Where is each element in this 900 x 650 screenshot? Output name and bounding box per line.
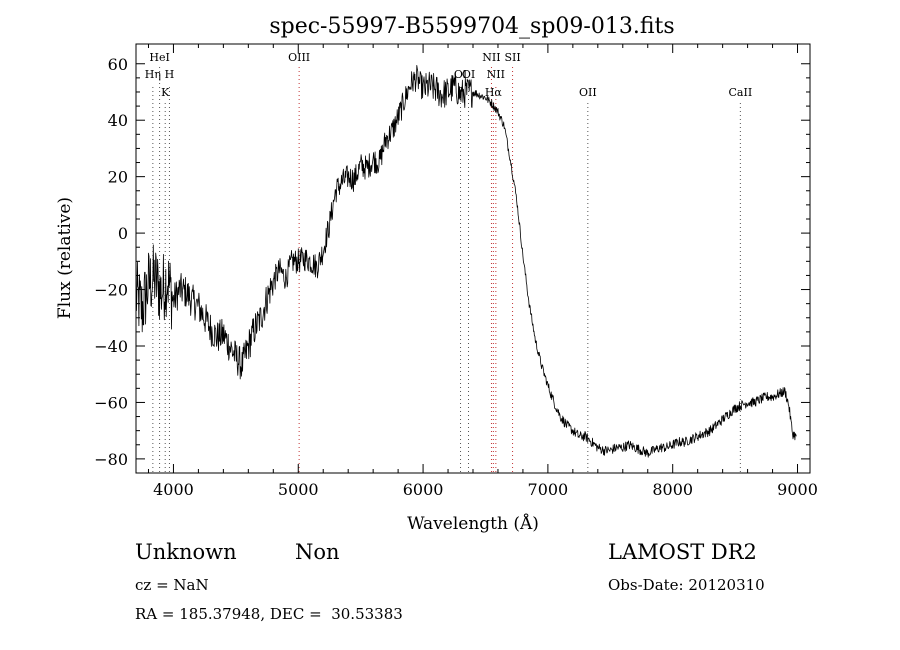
x-tick-label-3: 7000 — [528, 480, 569, 499]
line-marker-label-9: NII — [487, 68, 505, 81]
y-tick-label-7: 60 — [108, 55, 128, 74]
y-axis-label: Flux (relative) — [55, 197, 75, 319]
line-marker-label-1: Hη — [145, 68, 161, 81]
line-marker-label-12: CaII — [729, 86, 753, 99]
line-marker-label-10: Hα — [485, 86, 503, 99]
line-marker-label-6: OI — [462, 68, 475, 81]
x-tick-label-2: 6000 — [403, 480, 444, 499]
y-tick-label-1: −60 — [94, 393, 128, 412]
line-marker-label-11: OII — [579, 86, 597, 99]
line-marker-label-2: H — [165, 68, 175, 81]
y-tick-label-6: 40 — [108, 111, 128, 130]
x-axis-label: Wavelength (Å) — [407, 513, 539, 534]
line-marker-label-3: K — [161, 86, 170, 99]
line-marker-label-8: SII — [504, 51, 520, 64]
x-axis: 4000 5000 6000 7000 8000 9000 — [147, 44, 818, 499]
coordinates: RA = 185.37948, DEC = 30.53383 — [135, 605, 403, 623]
spectrum-line — [135, 65, 797, 458]
y-tick-label-0: −80 — [94, 450, 128, 469]
survey-label: LAMOST DR2 — [608, 540, 757, 564]
y-tick-label-3: −20 — [94, 281, 128, 300]
x-tick-label-5: 9000 — [777, 480, 818, 499]
line-marker-label-0: HeI — [149, 51, 169, 64]
line-marker-label-4: OIII — [288, 51, 310, 64]
y-tick-label-2: −40 — [94, 337, 128, 356]
obs-date: Obs-Date: 20120310 — [608, 576, 765, 594]
plot-frame — [135, 43, 811, 474]
y-tick-label-5: 20 — [108, 168, 128, 187]
line-marker-label-7: NII — [482, 51, 500, 64]
spectrum-line-group — [135, 65, 797, 458]
y-axis: −80 −60 −40 −20 0 20 40 60 — [94, 55, 810, 469]
x-tick-label-4: 8000 — [652, 480, 693, 499]
y-tick-label-4: 0 — [118, 224, 128, 243]
subclass-label: Non — [295, 540, 340, 564]
x-tick-label-0: 4000 — [153, 480, 194, 499]
redshift-value: cz = NaN — [135, 576, 209, 594]
chart-title: spec-55997-B5599704_sp09-013.fits — [269, 14, 674, 39]
class-label: Unknown — [135, 540, 237, 564]
line-marker-label-5: OI — [454, 68, 467, 81]
x-tick-label-1: 5000 — [278, 480, 319, 499]
